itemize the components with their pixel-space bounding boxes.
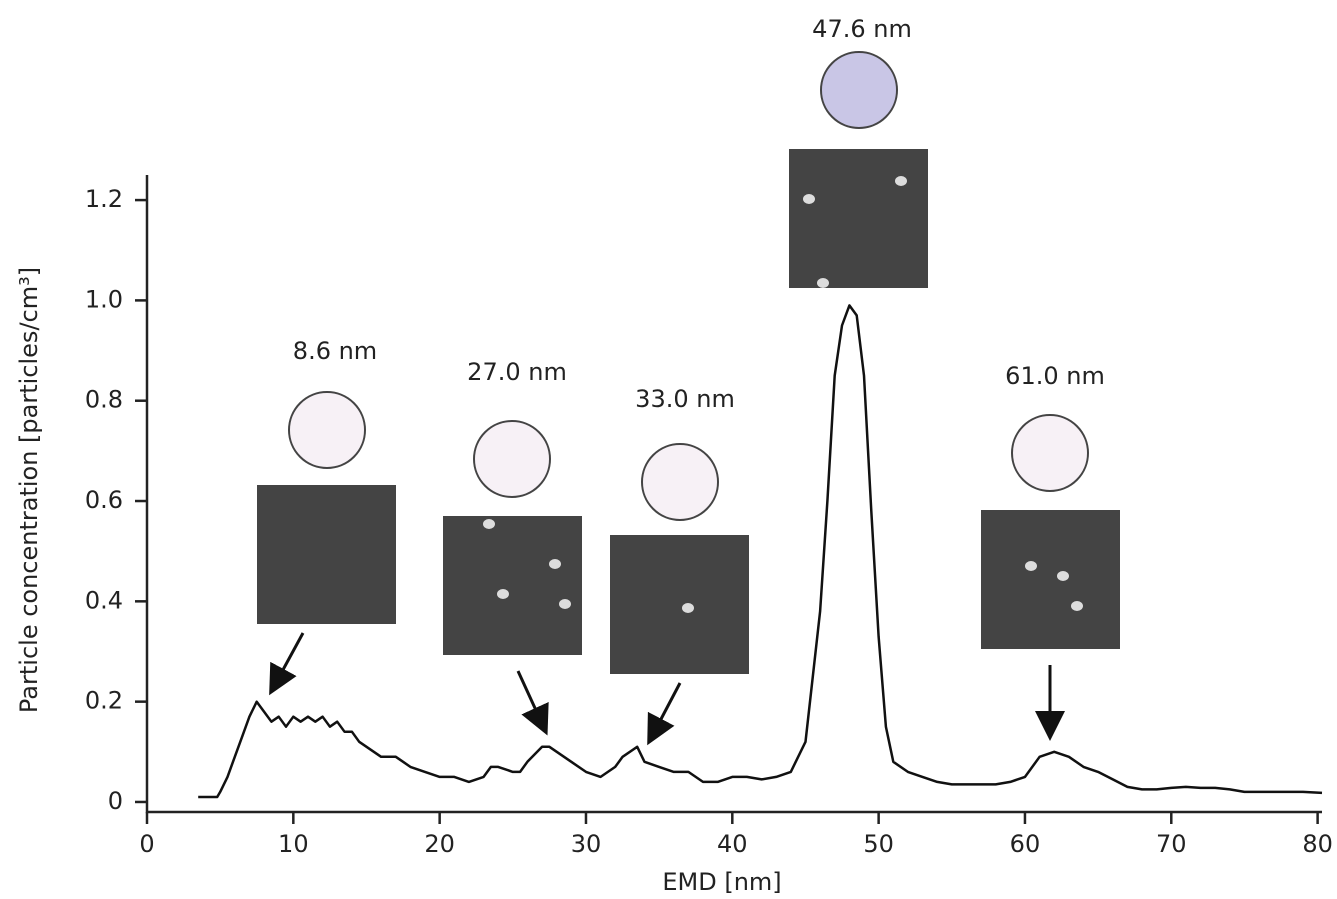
x-tick-label: 80 bbox=[1302, 830, 1333, 858]
y-tick-label: 0.4 bbox=[85, 586, 123, 614]
y-tick-label: 1.2 bbox=[85, 185, 123, 213]
y-tick-label: 0.2 bbox=[85, 687, 123, 715]
data-line bbox=[198, 304, 1323, 799]
x-tick-label: 70 bbox=[1156, 830, 1187, 858]
particle bbox=[1057, 571, 1069, 581]
particle bbox=[817, 278, 829, 288]
tem-image bbox=[981, 510, 1120, 649]
annotation: 27.0 nm bbox=[467, 358, 567, 386]
arrow bbox=[516, 670, 549, 736]
x-tick-label: 10 bbox=[278, 830, 309, 858]
annotation: 47.6 nm bbox=[812, 15, 912, 43]
arrow bbox=[269, 632, 305, 696]
x-tick-label: 20 bbox=[424, 830, 455, 858]
x-tick-label: 30 bbox=[571, 830, 602, 858]
y-axis-label: Particle concentration [particles/cm³] bbox=[15, 267, 43, 713]
sample-image bbox=[1011, 414, 1089, 492]
tem-image bbox=[443, 516, 582, 655]
sample-image bbox=[473, 420, 551, 498]
x-tick-label: 0 bbox=[139, 830, 154, 858]
y-tick-label: 0.8 bbox=[85, 386, 123, 414]
annotation: 61.0 nm bbox=[1005, 362, 1105, 390]
particle bbox=[803, 194, 815, 204]
x-tick-label: 40 bbox=[717, 830, 748, 858]
particle bbox=[497, 589, 509, 599]
particle bbox=[1071, 601, 1083, 611]
sample-image bbox=[288, 391, 366, 469]
x-tick-label: 50 bbox=[863, 830, 894, 858]
y-tick-label: 0.6 bbox=[85, 486, 123, 514]
annotation: 33.0 nm bbox=[635, 385, 735, 413]
particle bbox=[483, 519, 495, 529]
annotation: 8.6 nm bbox=[293, 337, 377, 365]
x-tick-label: 60 bbox=[1010, 830, 1041, 858]
particle bbox=[895, 176, 907, 186]
tem-image bbox=[789, 149, 928, 288]
arrow bbox=[647, 682, 682, 746]
sample-image bbox=[820, 51, 898, 129]
y-tick-label: 1.0 bbox=[85, 285, 123, 313]
particle bbox=[549, 559, 561, 569]
particle bbox=[1025, 561, 1037, 571]
y-tick-label: 0 bbox=[108, 787, 123, 815]
particle bbox=[559, 599, 571, 609]
tem-image bbox=[610, 535, 749, 674]
tem-image bbox=[257, 485, 396, 624]
sample-image bbox=[641, 443, 719, 521]
x-axis-label: EMD [nm] bbox=[662, 868, 781, 896]
particle bbox=[682, 603, 694, 613]
